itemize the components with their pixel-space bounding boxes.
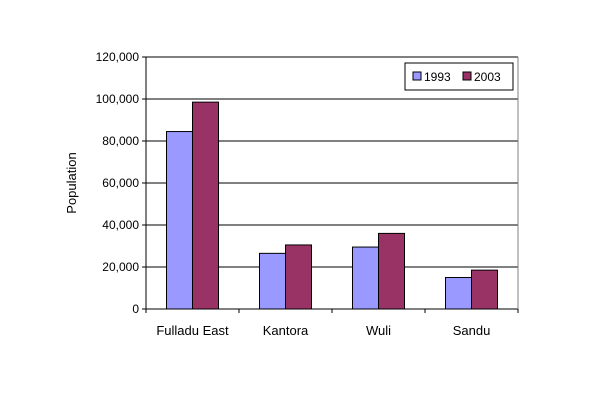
legend-label: 1993 [424,70,451,84]
legend-swatch-2003 [462,71,472,81]
legend: 1993 2003 [404,62,514,91]
axes [145,57,519,313]
y-tick-label: 40,000 [102,218,139,232]
y-tick-label: 60,000 [102,176,139,190]
legend-label: 2003 [474,70,501,84]
y-tick-label: 0 [132,302,139,316]
y-tick-label: 120,000 [96,50,140,64]
y-tick-label: 100,000 [96,92,140,106]
bar-1993-wuli [352,246,379,310]
bar-2003-wuli [378,232,405,310]
bar-2003-sandu [471,269,498,310]
x-category-labels: Fulladu East Kantora Wuli Sandu [156,323,490,338]
bar-1993-kantora [259,252,286,310]
bars [166,101,498,310]
x-category-label: Wuli [366,323,391,338]
legend-swatch-1993 [412,71,422,81]
x-category-label: Fulladu East [156,323,229,338]
y-axis-label: Population [64,152,79,213]
bar-2003-kantora [285,244,312,310]
x-category-label: Sandu [453,323,491,338]
bar-2003-fulladu-east [192,101,219,310]
y-tick-label: 20,000 [102,260,139,274]
bar-1993-fulladu-east [166,131,193,310]
legend-box [404,62,514,91]
x-category-label: Kantora [263,323,309,338]
y-tick-label: 80,000 [102,134,139,148]
bar-1993-sandu [445,277,472,310]
y-tick-labels: 0 20,000 40,000 60,000 80,000 100,000 120,000 [96,50,140,316]
